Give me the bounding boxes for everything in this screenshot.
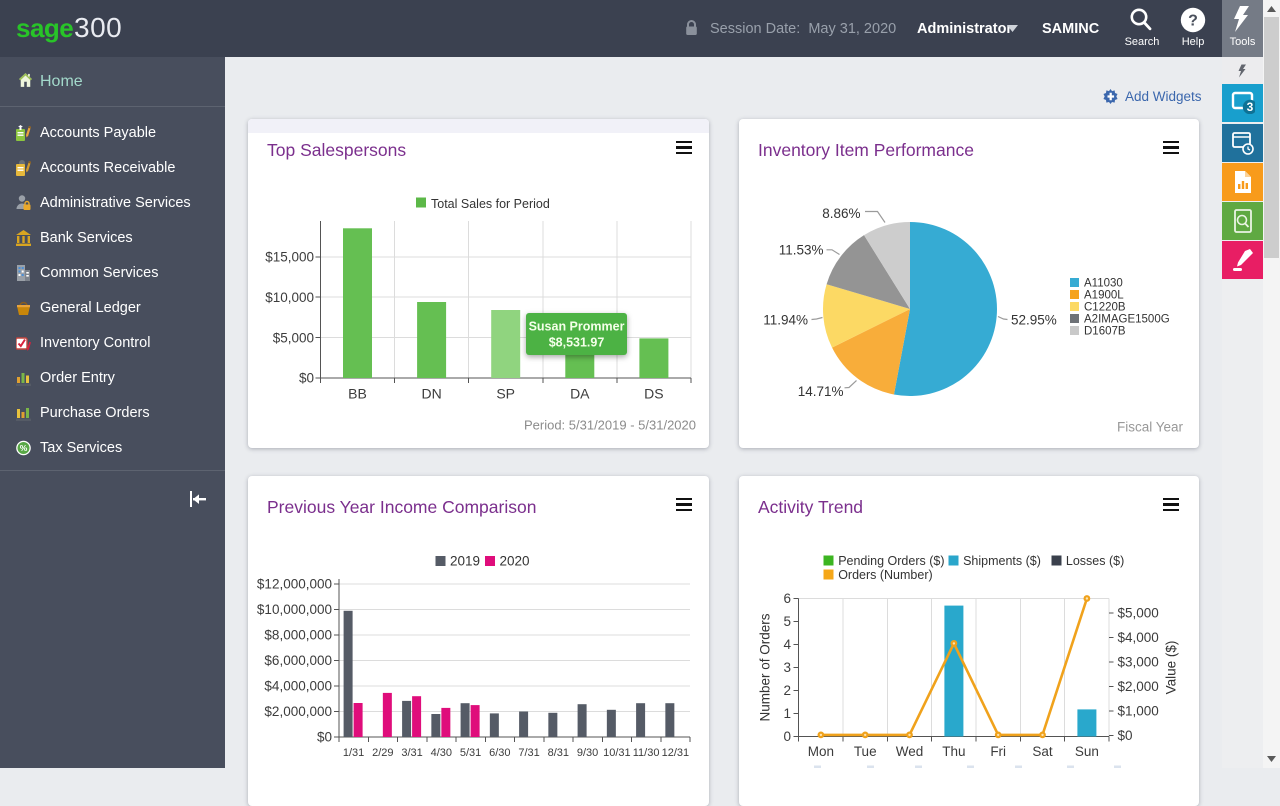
svg-text:$5,000: $5,000 — [273, 330, 314, 345]
svg-text:Period: 5/31/2019 - 5/31/2020: Period: 5/31/2019 - 5/31/2020 — [524, 418, 696, 433]
svg-text:8/31: 8/31 — [548, 747, 569, 759]
svg-text:A2IMAGE1500G: A2IMAGE1500G — [1084, 314, 1170, 326]
svg-text:1: 1 — [783, 706, 791, 721]
svg-text:5: 5 — [783, 614, 791, 629]
svg-text:3: 3 — [1247, 100, 1254, 114]
svg-text:2020: 2020 — [500, 554, 530, 569]
svg-text:Value ($): Value ($) — [1164, 641, 1179, 695]
svg-text:$2,000,000: $2,000,000 — [264, 704, 332, 719]
svg-text:A1900L: A1900L — [1084, 290, 1124, 302]
svg-text:Number of Orders: Number of Orders — [758, 613, 773, 721]
svg-text:BB: BB — [348, 386, 367, 402]
svg-text:Fiscal Year: Fiscal Year — [1117, 420, 1184, 435]
svg-text:Thu: Thu — [942, 744, 965, 759]
svg-text:2/29: 2/29 — [372, 747, 393, 759]
svg-text:DN: DN — [421, 386, 441, 402]
svg-text:Mon: Mon — [808, 744, 834, 759]
svg-text:$0: $0 — [299, 371, 314, 386]
svg-text:11/30: 11/30 — [633, 747, 660, 759]
svg-text:Total Sales for Period: Total Sales for Period — [431, 197, 550, 211]
svg-text:0: 0 — [783, 729, 791, 744]
svg-text:2: 2 — [783, 683, 791, 698]
svg-text:$0: $0 — [1118, 728, 1133, 743]
svg-text:$0: $0 — [317, 730, 332, 745]
svg-text:5/31: 5/31 — [460, 747, 481, 759]
svg-text:$6,000,000: $6,000,000 — [264, 653, 332, 668]
svg-text:$15,000: $15,000 — [265, 250, 314, 265]
svg-text:3: 3 — [783, 660, 791, 675]
svg-text:$2,000: $2,000 — [1118, 679, 1159, 694]
svg-text:$4,000,000: $4,000,000 — [264, 679, 332, 694]
svg-text:14.71%: 14.71% — [798, 384, 844, 399]
svg-text:Susan Prommer: Susan Prommer — [529, 320, 625, 334]
svg-text:$5,000: $5,000 — [1118, 606, 1159, 621]
svg-text:1/31: 1/31 — [343, 747, 364, 759]
svg-text:Wed: Wed — [896, 744, 924, 759]
svg-text:SP: SP — [496, 386, 515, 402]
svg-text:12/31: 12/31 — [662, 747, 690, 759]
svg-text:$8,531.97: $8,531.97 — [549, 336, 605, 350]
svg-text:$3,000: $3,000 — [1118, 655, 1159, 670]
svg-text:$10,000,000: $10,000,000 — [257, 602, 332, 617]
svg-text:9/30: 9/30 — [577, 747, 598, 759]
svg-text:$12,000,000: $12,000,000 — [257, 577, 332, 592]
svg-text:Tue: Tue — [854, 744, 877, 759]
svg-text:8.86%: 8.86% — [822, 206, 860, 221]
svg-text:52.95%: 52.95% — [1011, 312, 1057, 327]
svg-text:%: % — [20, 443, 28, 453]
svg-text:11.53%: 11.53% — [779, 243, 824, 258]
svg-text:4: 4 — [783, 637, 791, 652]
svg-text:DS: DS — [644, 386, 663, 402]
svg-text:Orders (Number): Orders (Number) — [838, 568, 932, 582]
svg-text:C1220B: C1220B — [1084, 302, 1126, 314]
svg-text:Sun: Sun — [1075, 744, 1099, 759]
svg-text:$4,000: $4,000 — [1118, 630, 1159, 645]
svg-text:D1607B: D1607B — [1084, 326, 1126, 338]
svg-text:4/30: 4/30 — [431, 747, 452, 759]
svg-text:3/31: 3/31 — [401, 747, 422, 759]
svg-text:?: ? — [1188, 13, 1198, 30]
svg-text:$1,000: $1,000 — [1118, 704, 1159, 719]
svg-text:Shipments ($): Shipments ($) — [963, 554, 1041, 568]
svg-text:Fri: Fri — [990, 744, 1006, 759]
svg-text:2019: 2019 — [450, 554, 480, 569]
svg-text:10/31: 10/31 — [603, 747, 631, 759]
svg-text:DA: DA — [570, 386, 590, 402]
svg-text:A11030: A11030 — [1084, 278, 1123, 290]
svg-text:$10,000: $10,000 — [265, 290, 314, 305]
svg-text:6: 6 — [783, 591, 791, 606]
svg-text:6/30: 6/30 — [489, 747, 510, 759]
svg-text:Pending Orders ($): Pending Orders ($) — [838, 554, 944, 568]
svg-text:Losses ($): Losses ($) — [1066, 554, 1124, 568]
svg-text:Sat: Sat — [1032, 744, 1053, 759]
svg-text:$8,000,000: $8,000,000 — [264, 628, 332, 643]
svg-text:7/31: 7/31 — [518, 747, 539, 759]
svg-text:11.94%: 11.94% — [763, 312, 808, 327]
